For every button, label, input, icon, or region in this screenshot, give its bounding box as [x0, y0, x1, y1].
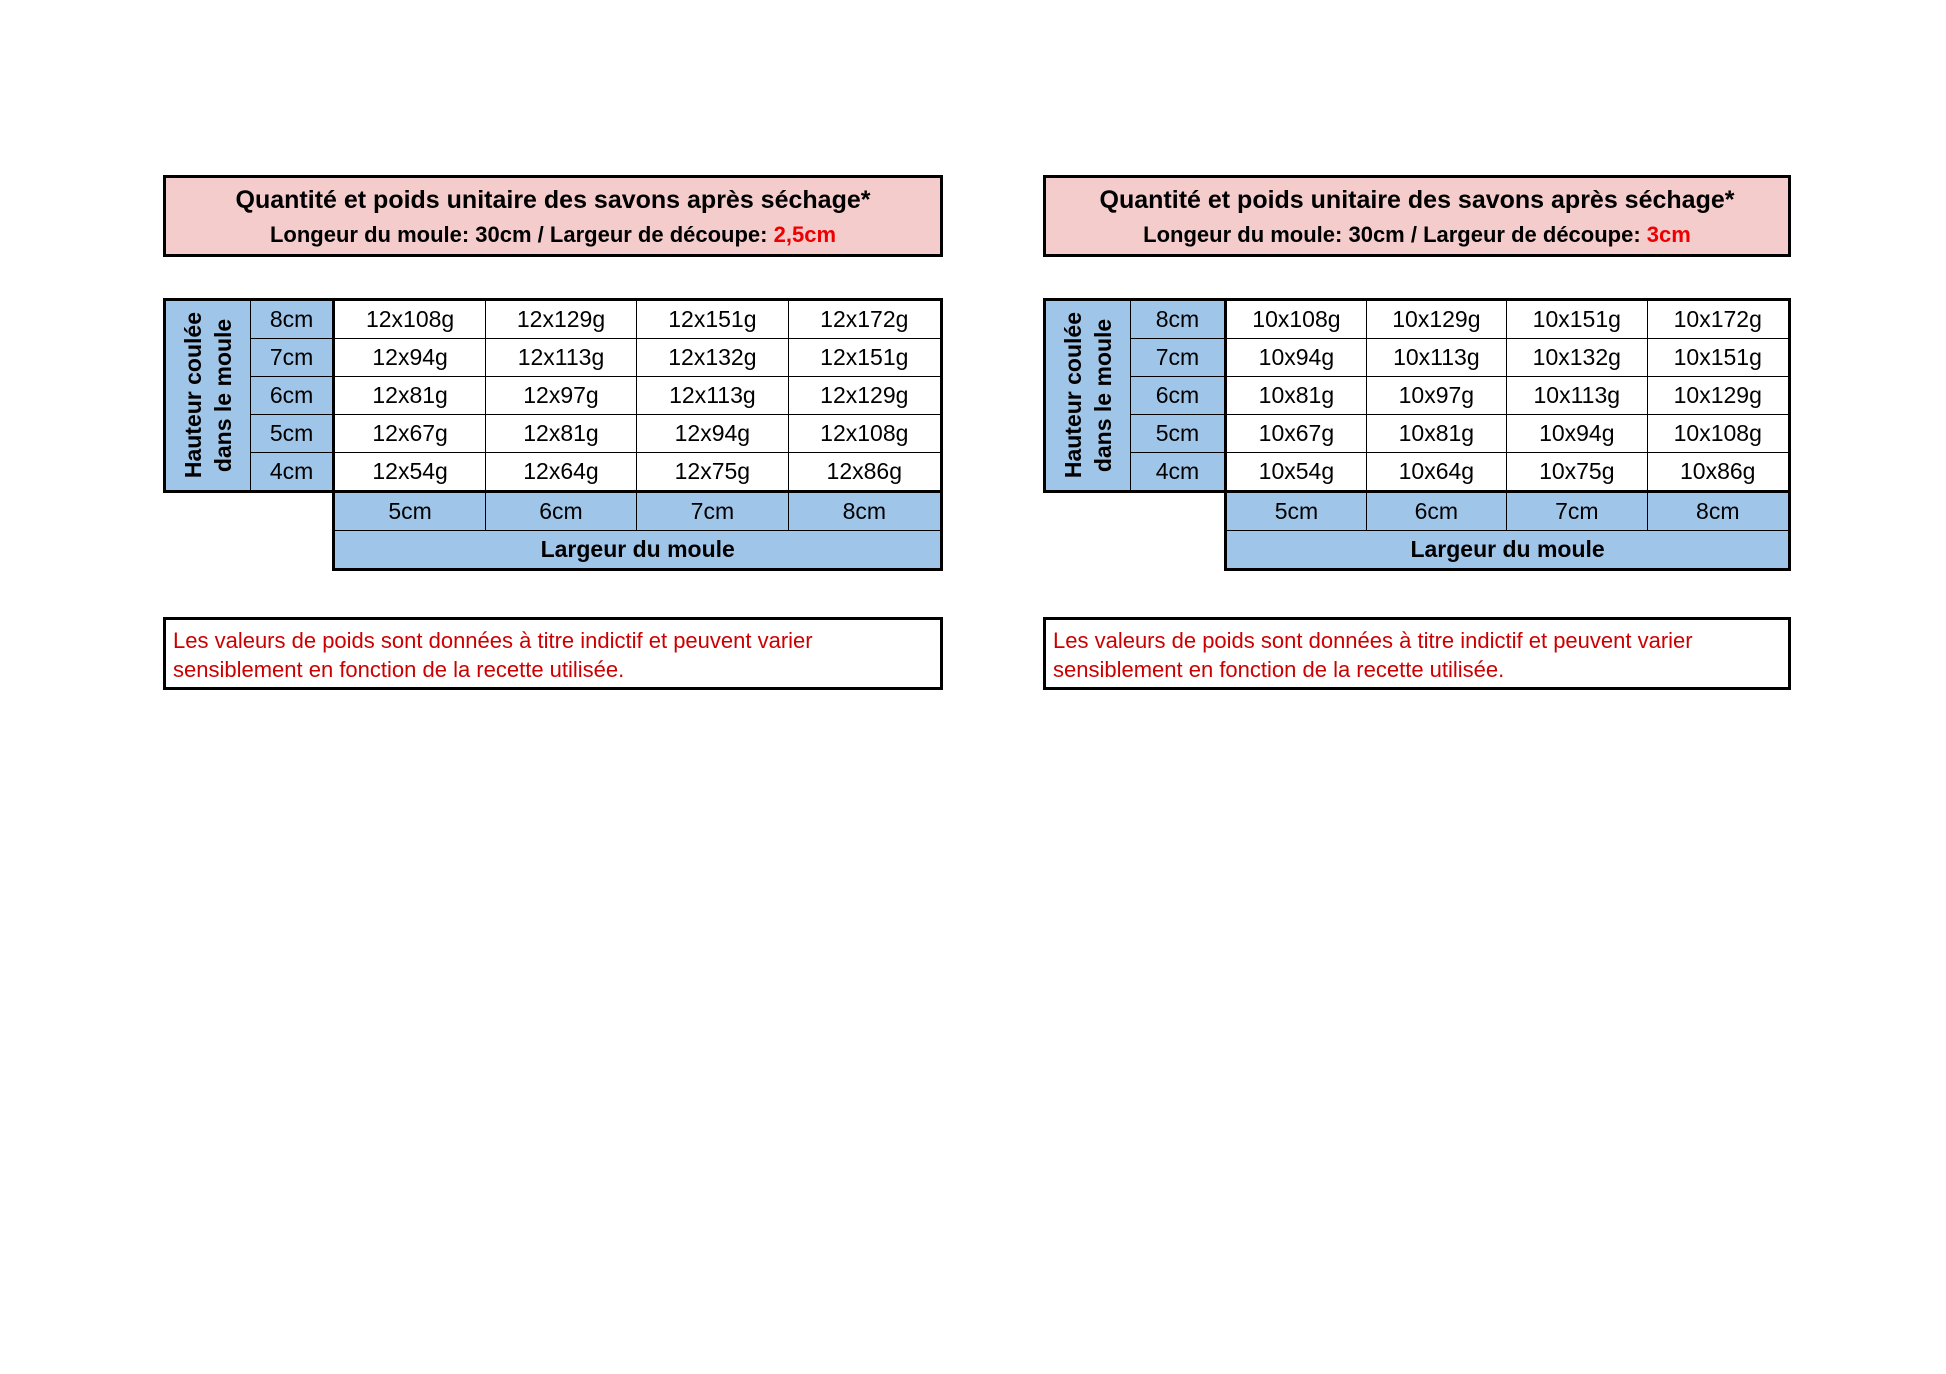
row-axis-label: Hauteur coulée dans le moule: [163, 298, 251, 493]
table-cell: 10x129g: [1365, 298, 1508, 339]
row-label: 4cm: [1129, 452, 1227, 493]
table-cell: 10x113g: [1365, 338, 1508, 377]
table-row: 4cm 12x54g 12x64g 12x75g 12x86g: [165, 452, 944, 493]
column-axis-label: Largeur du moule: [332, 530, 943, 571]
table-cell: 10x172g: [1646, 298, 1792, 339]
table-cell: 10x97g: [1365, 376, 1508, 415]
table-cell: 10x108g: [1646, 414, 1792, 453]
subtitle-prefix: Longeur du moule: 30cm / Largeur de déco…: [1143, 222, 1647, 247]
table-cell: 12x75g: [636, 452, 789, 492]
cut-width-value: 3cm: [1646, 222, 1691, 247]
table-cell: 12x97g: [484, 376, 638, 415]
table-title: Quantité et poids unitaire des savons ap…: [235, 186, 871, 214]
table-cell: 12x108g: [787, 414, 944, 453]
table-cell: 10x81g: [1224, 376, 1367, 415]
column-axis-row: Largeur du moule: [165, 530, 943, 571]
table-cell: 10x75g: [1506, 452, 1648, 492]
table-cell: 10x67g: [1224, 414, 1367, 453]
table-cell: 12x113g: [636, 376, 789, 415]
table-row: 7cm 10x94g 10x113g 10x132g 10x151g: [1045, 338, 1792, 377]
table-title: Quantité et poids unitaire des savons ap…: [1099, 186, 1735, 214]
table-row: 5cm 10x67g 10x81g 10x94g 10x108g: [1045, 414, 1792, 453]
column-label: 6cm: [484, 490, 638, 531]
table-cell: 12x172g: [787, 298, 944, 339]
table-cell: 12x94g: [636, 414, 789, 453]
row-label: 6cm: [249, 376, 335, 415]
table-cell: 12x64g: [484, 452, 638, 492]
row-label: 8cm: [1129, 298, 1227, 339]
table-cell: 12x113g: [484, 338, 638, 377]
table-cell: 12x129g: [484, 298, 638, 339]
table-cell: 12x86g: [787, 452, 944, 492]
table-row: Hauteur coulée dans le moule 8cm 10x108g …: [1043, 298, 1792, 493]
row-label: 8cm: [249, 298, 335, 339]
column-label: 6cm: [1365, 490, 1508, 531]
table-cell: 12x94g: [332, 338, 486, 377]
row-label: 5cm: [1129, 414, 1227, 453]
row-axis-label: Hauteur coulée dans le moule: [1043, 298, 1131, 493]
table-cell: 10x151g: [1646, 338, 1792, 377]
column-axis-label: Largeur du moule: [1224, 530, 1791, 571]
column-label: 5cm: [1224, 490, 1367, 531]
column-label: 5cm: [332, 490, 486, 531]
spacer: [1045, 531, 1226, 570]
table-cell: 12x67g: [332, 414, 486, 453]
table-cell: 10x151g: [1506, 298, 1648, 339]
row-label: 5cm: [249, 414, 335, 453]
table-cell: 12x132g: [636, 338, 789, 377]
column-label: 7cm: [1506, 490, 1648, 531]
table-cell: 12x151g: [787, 338, 944, 377]
subtitle-prefix: Longeur du moule: 30cm / Largeur de déco…: [269, 222, 774, 247]
cut-width-value: 2,5cm: [773, 222, 837, 247]
table-cell: 12x54g: [332, 452, 486, 492]
row-label: 7cm: [249, 338, 335, 377]
disclaimer-note: Les valeurs de poids sont données à titr…: [163, 617, 943, 690]
table-row: 5cm 12x67g 12x81g 12x94g 12x108g: [165, 414, 944, 453]
spacer: [165, 531, 334, 570]
table-subtitle: Longeur du moule: 30cm / Largeur de déco…: [166, 222, 940, 248]
table-cell: 10x108g: [1224, 298, 1367, 339]
table-header: Quantité et poids unitaire des savons ap…: [163, 175, 943, 257]
table-cell: 10x129g: [1646, 376, 1792, 415]
weight-grid: Hauteur coulée dans le moule 8cm 10x108g …: [1043, 298, 1792, 571]
disclaimer-note: Les valeurs de poids sont données à titr…: [1043, 617, 1791, 690]
table-header: Quantité et poids unitaire des savons ap…: [1043, 175, 1791, 257]
row-label: 4cm: [249, 452, 335, 493]
column-label: 7cm: [636, 490, 789, 531]
column-axis-row: Largeur du moule: [1045, 530, 1791, 571]
table-cell: 12x151g: [636, 298, 789, 339]
table-cell: 10x81g: [1365, 414, 1508, 453]
table-cell: 12x129g: [787, 376, 944, 415]
spacer: [165, 492, 334, 531]
table-cell: 10x54g: [1224, 452, 1367, 492]
column-label-row: 5cm 6cm 7cm 8cm: [165, 490, 944, 531]
table-cell: 10x132g: [1506, 338, 1648, 377]
table-cell: 12x81g: [484, 414, 638, 453]
table-cell: 12x81g: [332, 376, 486, 415]
table-cell: 12x108g: [332, 298, 486, 339]
table-row: Hauteur coulée dans le moule 8cm 12x108g …: [163, 298, 944, 493]
row-label: 7cm: [1129, 338, 1227, 377]
row-label: 6cm: [1129, 376, 1227, 415]
weight-grid: Hauteur coulée dans le moule 8cm 12x108g …: [163, 298, 944, 571]
table-row: 6cm 10x81g 10x97g 10x113g 10x129g: [1045, 376, 1792, 415]
column-label: 8cm: [1646, 490, 1792, 531]
table-row: 6cm 12x81g 12x97g 12x113g 12x129g: [165, 376, 944, 415]
spacer: [1045, 492, 1226, 531]
table-cell: 10x94g: [1506, 414, 1648, 453]
table-cell: 10x94g: [1224, 338, 1367, 377]
column-label: 8cm: [787, 490, 944, 531]
table-row: 4cm 10x54g 10x64g 10x75g 10x86g: [1045, 452, 1792, 493]
table-cell: 10x86g: [1646, 452, 1792, 492]
table-cell: 10x64g: [1365, 452, 1508, 492]
column-label-row: 5cm 6cm 7cm 8cm: [1045, 490, 1792, 531]
table-cell: 10x113g: [1506, 376, 1648, 415]
table-row: 7cm 12x94g 12x113g 12x132g 12x151g: [165, 338, 944, 377]
table-subtitle: Longeur du moule: 30cm / Largeur de déco…: [1046, 222, 1788, 248]
